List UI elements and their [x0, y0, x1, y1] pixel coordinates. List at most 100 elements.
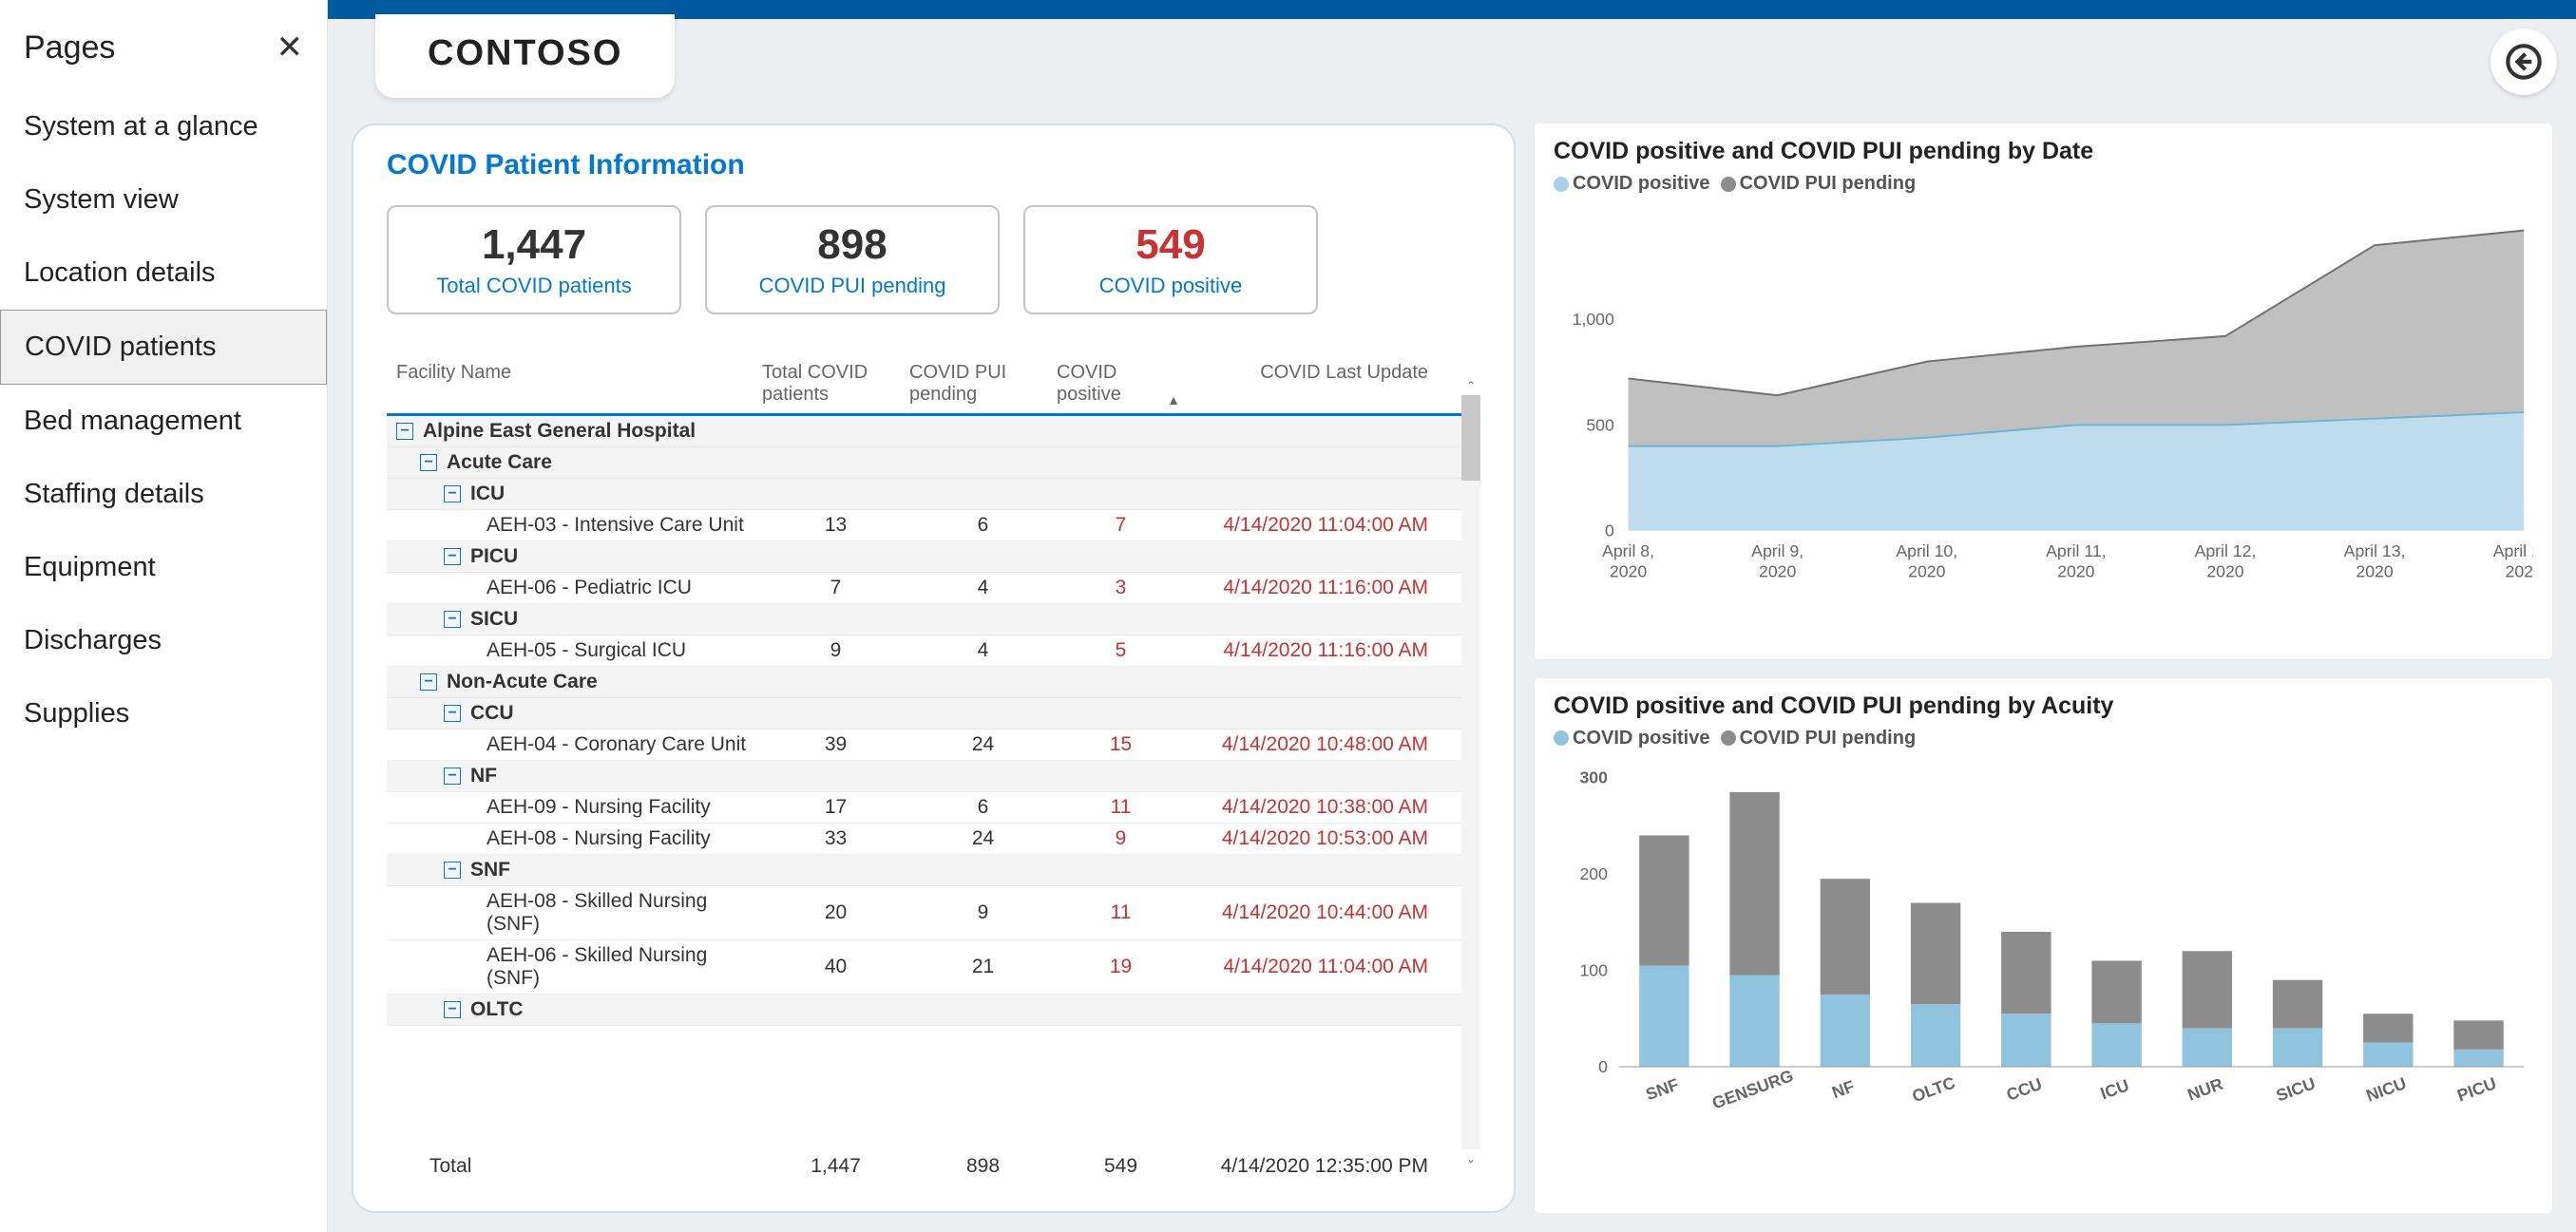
cell-name: AEH-09 - Nursing Facility — [387, 796, 762, 819]
collapse-icon[interactable]: − — [444, 1001, 461, 1018]
cell-pui: 24 — [909, 827, 1057, 850]
svg-text:1,000: 1,000 — [1573, 310, 1614, 329]
table-group[interactable]: −PICU — [387, 541, 1480, 573]
table-footer: Total 1,447 898 549 4/14/2020 12:35:00 P… — [387, 1146, 1480, 1187]
sidebar-title: Pages — [24, 29, 115, 66]
kpi-value: 549 — [1135, 221, 1205, 269]
svg-text:0: 0 — [1598, 1056, 1608, 1075]
chart-acuity-title: COVID positive and COVID PUI pending by … — [1554, 692, 2533, 720]
sidebar-item-supplies[interactable]: Supplies — [0, 677, 327, 750]
svg-text:April 8,: April 8, — [1602, 541, 1654, 560]
col-updated[interactable]: COVID Last Update — [1185, 362, 1480, 406]
svg-text:CCU: CCU — [2004, 1073, 2045, 1104]
table-group[interactable]: −CCU — [387, 698, 1480, 730]
cell-upd: 4/14/2020 11:04:00 AM — [1185, 514, 1480, 537]
kpi-row: 1,447 Total COVID patients 898COVID PUI pe… — [387, 205, 1480, 314]
collapse-icon[interactable]: − — [444, 485, 461, 502]
sidebar-item-location-details[interactable]: Location details — [0, 237, 327, 310]
table-row[interactable]: AEH-09 - Nursing Facility176114/14/2020 … — [387, 792, 1480, 824]
svg-text:April 14,: April 14, — [2493, 541, 2533, 560]
collapse-icon[interactable]: − — [420, 454, 437, 471]
svg-text:NF: NF — [1829, 1076, 1857, 1102]
group-label: CCU — [470, 702, 514, 725]
kpi-label: Total COVID patients — [436, 274, 631, 298]
collapse-icon[interactable]: − — [444, 611, 461, 628]
table-scrollbar[interactable]: ⌃ ⌄ — [1461, 395, 1480, 1149]
table-group[interactable]: −ICU — [387, 479, 1480, 510]
svg-text:NUR: NUR — [2185, 1073, 2225, 1104]
group-label: Non-Acute Care — [447, 671, 598, 693]
table-row[interactable]: AEH-05 - Surgical ICU9454/14/2020 11:16:… — [387, 635, 1480, 667]
cell-upd: 4/14/2020 11:16:00 AM — [1185, 577, 1480, 599]
table-group[interactable]: −SNF — [387, 855, 1480, 886]
table-group[interactable]: −Acute Care — [387, 447, 1480, 479]
cell-name: AEH-08 - Skilled Nursing (SNF) — [387, 890, 762, 936]
group-label: OLTC — [470, 998, 524, 1021]
table-row[interactable]: AEH-08 - Nursing Facility332494/14/2020 … — [387, 824, 1480, 855]
footer-pui: 898 — [909, 1155, 1057, 1178]
group-label: Acute Care — [447, 451, 552, 474]
sidebar-item-bed-management[interactable]: Bed management — [0, 385, 327, 458]
table-group[interactable]: −SICU — [387, 604, 1480, 635]
scroll-up-icon[interactable]: ⌃ — [1461, 376, 1480, 395]
col-pui[interactable]: COVID PUI pending — [909, 362, 1057, 406]
patient-info-panel: COVID Patient Information 1,447Total COV… — [352, 123, 1516, 1213]
cell-name: AEH-05 - Surgical ICU — [387, 639, 762, 662]
cell-total: 39 — [762, 733, 909, 756]
collapse-icon[interactable]: − — [444, 548, 461, 565]
group-label: Alpine East General Hospital — [423, 420, 696, 443]
sidebar-item-discharges[interactable]: Discharges — [0, 604, 327, 677]
cell-name: AEH-04 - Coronary Care Unit — [387, 733, 762, 756]
svg-text:NICU: NICU — [2364, 1073, 2409, 1106]
collapse-icon[interactable]: − — [420, 673, 437, 691]
logo-text: CONTOSO — [428, 33, 622, 74]
svg-text:2020: 2020 — [1610, 562, 1647, 581]
table-row[interactable]: AEH-03 - Intensive Care Unit13674/14/202… — [387, 510, 1480, 541]
sidebar-item-equipment[interactable]: Equipment — [0, 531, 327, 604]
cell-pui: 21 — [909, 956, 1057, 978]
chart-date-legend: COVID positive COVID PUI pending — [1554, 173, 2533, 195]
col-pos[interactable]: COVID positive▲ — [1057, 362, 1185, 406]
bar-chart-svg: 0100200300SNFGENSURGNFOLTCCCUICUNURSICUN… — [1554, 759, 2533, 1132]
sidebar-item-staffing-details[interactable]: Staffing details — [0, 458, 327, 531]
legend-dot-pui2-icon — [1721, 730, 1736, 746]
close-icon[interactable]: ✕ — [277, 28, 304, 66]
main-area: CONTOSO COVID Patient Information 1,447T… — [328, 0, 2576, 1232]
scroll-down-icon[interactable]: ⌄ — [1461, 1149, 1480, 1168]
svg-text:2020: 2020 — [2356, 562, 2393, 581]
table-group[interactable]: −Non-Acute Care — [387, 667, 1480, 698]
col-total[interactable]: Total COVID patients — [762, 362, 909, 406]
header-row: CONTOSO — [328, 19, 2576, 104]
table-group[interactable]: −OLTC — [387, 995, 1480, 1026]
sidebar-item-covid-patients[interactable]: COVID patients — [0, 310, 327, 385]
cell-total: 13 — [762, 514, 909, 537]
table-group[interactable]: −Alpine East General Hospital — [387, 416, 1480, 447]
cell-upd: 4/14/2020 11:04:00 AM — [1185, 956, 1480, 978]
collapse-icon[interactable]: − — [444, 768, 461, 785]
table-row[interactable]: AEH-04 - Coronary Care Unit3924154/14/20… — [387, 730, 1480, 761]
kpi-card: 898COVID PUI pending — [705, 205, 1000, 314]
table-row[interactable]: AEH-06 - Pediatric ICU7434/14/2020 11:16… — [387, 573, 1480, 604]
collapse-icon[interactable]: − — [396, 423, 413, 440]
collapse-icon[interactable]: − — [444, 705, 461, 722]
area-chart-svg: 05001,000April 8,2020April 9,2020April 1… — [1554, 204, 2533, 596]
table-row[interactable]: AEH-06 - Skilled Nursing (SNF)4021194/14… — [387, 940, 1480, 995]
cell-name: AEH-06 - Pediatric ICU — [387, 577, 762, 599]
cell-pui: 6 — [909, 514, 1057, 537]
back-button[interactable] — [2490, 28, 2557, 95]
sidebar-item-system-view[interactable]: System view — [0, 163, 327, 237]
table-row[interactable]: AEH-08 - Skilled Nursing (SNF)209114/14/… — [387, 886, 1480, 940]
col-facility[interactable]: Facility Name — [387, 362, 762, 406]
sidebar-item-system-at-a-glance[interactable]: System at a glance — [0, 90, 327, 163]
table-group[interactable]: −NF — [387, 761, 1480, 792]
cell-upd: 4/14/2020 10:44:00 AM — [1185, 901, 1480, 924]
kpi-value: 1,447 — [482, 221, 586, 269]
table-header: Facility Name Total COVID patients COVID… — [387, 362, 1480, 416]
scroll-thumb[interactable] — [1461, 395, 1480, 481]
cell-pui: 9 — [909, 901, 1057, 924]
svg-text:0: 0 — [1605, 521, 1614, 540]
cell-pos: 5 — [1057, 639, 1185, 662]
logo-tab: CONTOSO — [375, 14, 675, 98]
collapse-icon[interactable]: − — [444, 862, 461, 879]
svg-text:April 12,: April 12, — [2195, 541, 2257, 560]
